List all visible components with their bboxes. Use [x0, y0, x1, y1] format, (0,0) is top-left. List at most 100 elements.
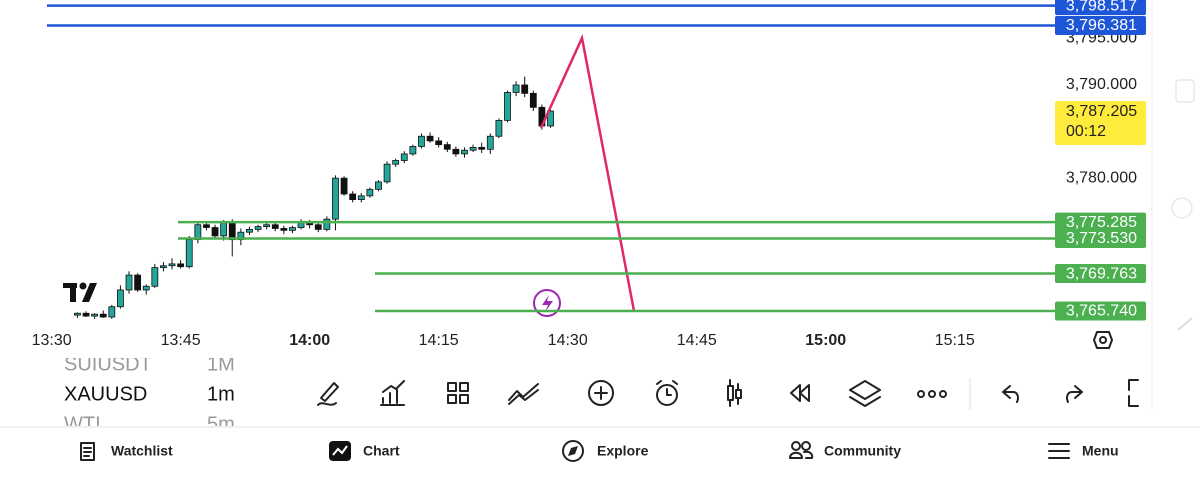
layout-tool[interactable]	[447, 382, 469, 404]
nav-item[interactable]: Menu	[1082, 443, 1119, 459]
candle-body	[254, 226, 262, 230]
draw-tool[interactable]	[317, 382, 339, 406]
redo[interactable]	[1066, 385, 1083, 403]
alert-bolt	[542, 295, 553, 312]
candle-body	[400, 153, 408, 161]
candle-body	[495, 119, 503, 137]
candle-body	[134, 274, 142, 291]
candle-tool[interactable]	[727, 379, 742, 407]
candle-body	[443, 144, 451, 150]
interval[interactable]: 5m	[207, 413, 235, 435]
candle-body	[392, 160, 400, 165]
price-label: 3,775.285	[1066, 214, 1137, 231]
device-edge	[1171, 79, 1195, 331]
x-tick-label: 13:30	[32, 332, 72, 349]
candle-body	[151, 267, 159, 287]
more-tool[interactable]	[939, 390, 947, 398]
price-label: 3,796.381	[1066, 17, 1137, 34]
candle-body	[409, 146, 417, 155]
candle-body	[332, 177, 339, 220]
nav-item[interactable]: Explore	[597, 443, 649, 459]
candle-body	[521, 84, 529, 94]
candle-body	[426, 135, 434, 142]
price-label-box	[1055, 301, 1146, 321]
candle-body	[512, 84, 520, 93]
last-price-box	[1055, 101, 1146, 146]
price-label-box	[1055, 16, 1146, 36]
candle-body	[297, 222, 305, 228]
candle-body	[74, 312, 81, 316]
chart-pane[interactable]	[0, 0, 1152, 358]
symbol-list[interactable]: SUIUSDT 1M XAUUSD 1m WTI 5m	[64, 353, 235, 435]
candle-body	[246, 229, 253, 233]
candle-body	[366, 188, 374, 197]
candle-body	[469, 147, 477, 151]
indicators-tool[interactable]	[380, 380, 405, 406]
x-tick-label: 14:00	[289, 332, 330, 349]
candle-body	[383, 163, 391, 183]
candle-body	[452, 148, 460, 155]
price-label: 3,765.740	[1066, 303, 1137, 320]
price-label: 3,773.530	[1066, 230, 1137, 247]
fullscreen[interactable]	[1128, 379, 1139, 407]
candle-body	[323, 218, 331, 230]
undo[interactable]	[1002, 385, 1019, 403]
add-tool[interactable]	[588, 380, 614, 406]
candle-body	[375, 181, 382, 190]
candle-body	[547, 110, 554, 127]
alarm-tool[interactable]	[656, 384, 678, 406]
toolbar	[317, 378, 1139, 410]
price-label-box	[1055, 228, 1146, 248]
interval[interactable]: 1m	[207, 383, 235, 405]
price-label-box	[1055, 0, 1146, 16]
candle-body	[418, 135, 425, 147]
candle-body	[486, 135, 494, 150]
nav-item[interactable]: Community	[824, 443, 901, 459]
candle-body	[168, 263, 176, 267]
layers-tool[interactable]	[849, 380, 881, 407]
symbol[interactable]: SUIUSDT	[64, 353, 152, 375]
x-tick-label: 15:15	[935, 332, 975, 349]
candle-body	[263, 224, 271, 228]
replay-tool[interactable]	[790, 384, 810, 402]
x-tick-label: 15:00	[805, 332, 846, 349]
candle-body	[228, 222, 236, 241]
nav-bar: Watchlist Chart Explore Community Menu	[80, 440, 1119, 462]
candle-body	[504, 92, 511, 121]
candle-body	[99, 313, 107, 318]
interval[interactable]: 1M	[207, 353, 235, 375]
price-label: 3,798.517	[1066, 0, 1137, 14]
candle-body	[108, 306, 116, 318]
overlay	[63, 33, 636, 317]
compare-tool[interactable]	[508, 383, 539, 405]
x-tick-label: 13:45	[161, 332, 201, 349]
candle-body	[289, 227, 296, 231]
candle-body	[357, 195, 365, 200]
candle-body	[125, 274, 133, 291]
candle-body	[435, 140, 443, 146]
settings-icon[interactable]	[1093, 331, 1113, 349]
candle-body	[185, 239, 193, 268]
drawing-line[interactable]	[539, 33, 636, 312]
y-tick-label: 3,790.000	[1066, 76, 1137, 93]
candle-body	[211, 227, 219, 237]
candle-body	[203, 224, 210, 228]
x-tick-label: 14:45	[677, 332, 717, 349]
price-label-box	[1055, 212, 1146, 232]
nav-item[interactable]: Watchlist	[111, 443, 173, 459]
last-price-label: 3,787.205	[1066, 103, 1137, 120]
candle-body	[478, 147, 486, 150]
symbol[interactable]: XAUUSD	[64, 383, 147, 405]
plot	[74, 76, 554, 319]
candle-body	[177, 263, 185, 268]
candle-body	[142, 285, 150, 291]
x-tick-label: 14:30	[548, 332, 588, 349]
symbol[interactable]: WTI	[64, 413, 101, 435]
price-label: 3,769.763	[1066, 265, 1137, 282]
candle-body	[160, 265, 167, 269]
nav-item[interactable]: Chart	[363, 443, 400, 459]
candle-body	[349, 193, 357, 200]
countdown: 00:12	[1066, 123, 1106, 140]
